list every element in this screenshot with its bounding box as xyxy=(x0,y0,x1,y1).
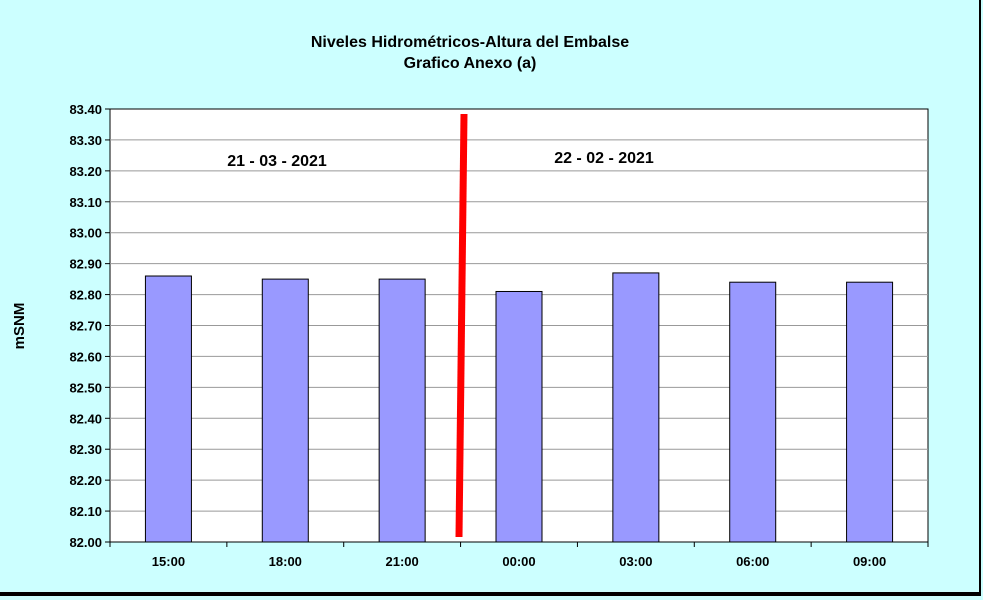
x-tick-label: 03:00 xyxy=(619,554,652,569)
bar-0300 xyxy=(612,272,660,543)
y-tick-label: 82.60 xyxy=(69,349,102,364)
bar-1800 xyxy=(261,278,309,543)
bar-0600 xyxy=(729,281,777,543)
date-annotation-left: 21 - 03 - 2021 xyxy=(227,153,327,170)
y-tick-label: 82.00 xyxy=(69,535,102,550)
chart-subtitle: Grafico Anexo (a) xyxy=(404,55,537,72)
y-axis-ticks: 82.00 82.10 82.20 82.30 82.40 82.50 82.60 82.70… xyxy=(69,102,110,550)
bar-0900 xyxy=(846,281,894,543)
y-tick-label: 82.90 xyxy=(69,257,102,272)
y-tick-label: 82.40 xyxy=(69,411,102,426)
bar-0000 xyxy=(495,290,543,543)
bar-1500 xyxy=(144,275,192,543)
x-tick-label: 09:00 xyxy=(853,554,886,569)
x-tick-label: 00:00 xyxy=(502,554,535,569)
y-tick-label: 83.00 xyxy=(69,226,102,241)
y-tick-label: 83.30 xyxy=(69,133,102,148)
y-tick-label: 82.20 xyxy=(69,473,102,488)
x-tick-label: 18:00 xyxy=(269,554,302,569)
date-annotation-right: 22 - 02 - 2021 xyxy=(554,150,654,167)
y-tick-label: 82.80 xyxy=(69,288,102,303)
x-tick-label: 21:00 xyxy=(386,554,419,569)
y-tick-label: 83.40 xyxy=(69,102,102,117)
bar-2100 xyxy=(378,278,426,543)
x-tick-label: 15:00 xyxy=(152,554,185,569)
x-tick-label: 06:00 xyxy=(736,554,769,569)
y-tick-label: 82.70 xyxy=(69,319,102,334)
day-divider-line xyxy=(455,113,468,538)
y-tick-label: 83.10 xyxy=(69,195,102,210)
y-tick-label: 82.10 xyxy=(69,504,102,519)
y-tick-label: 83.20 xyxy=(69,164,102,179)
x-axis-ticks: 15:00 18:00 21:00 00:00 03:00 06:00 09:00 xyxy=(109,542,929,569)
chart-title: Niveles Hidrométricos-Altura del Embalse xyxy=(311,34,629,51)
y-axis-label: mSNM xyxy=(11,303,28,350)
y-tick-label: 82.50 xyxy=(69,380,102,395)
bars xyxy=(144,272,894,543)
y-tick-label: 82.30 xyxy=(69,442,102,457)
